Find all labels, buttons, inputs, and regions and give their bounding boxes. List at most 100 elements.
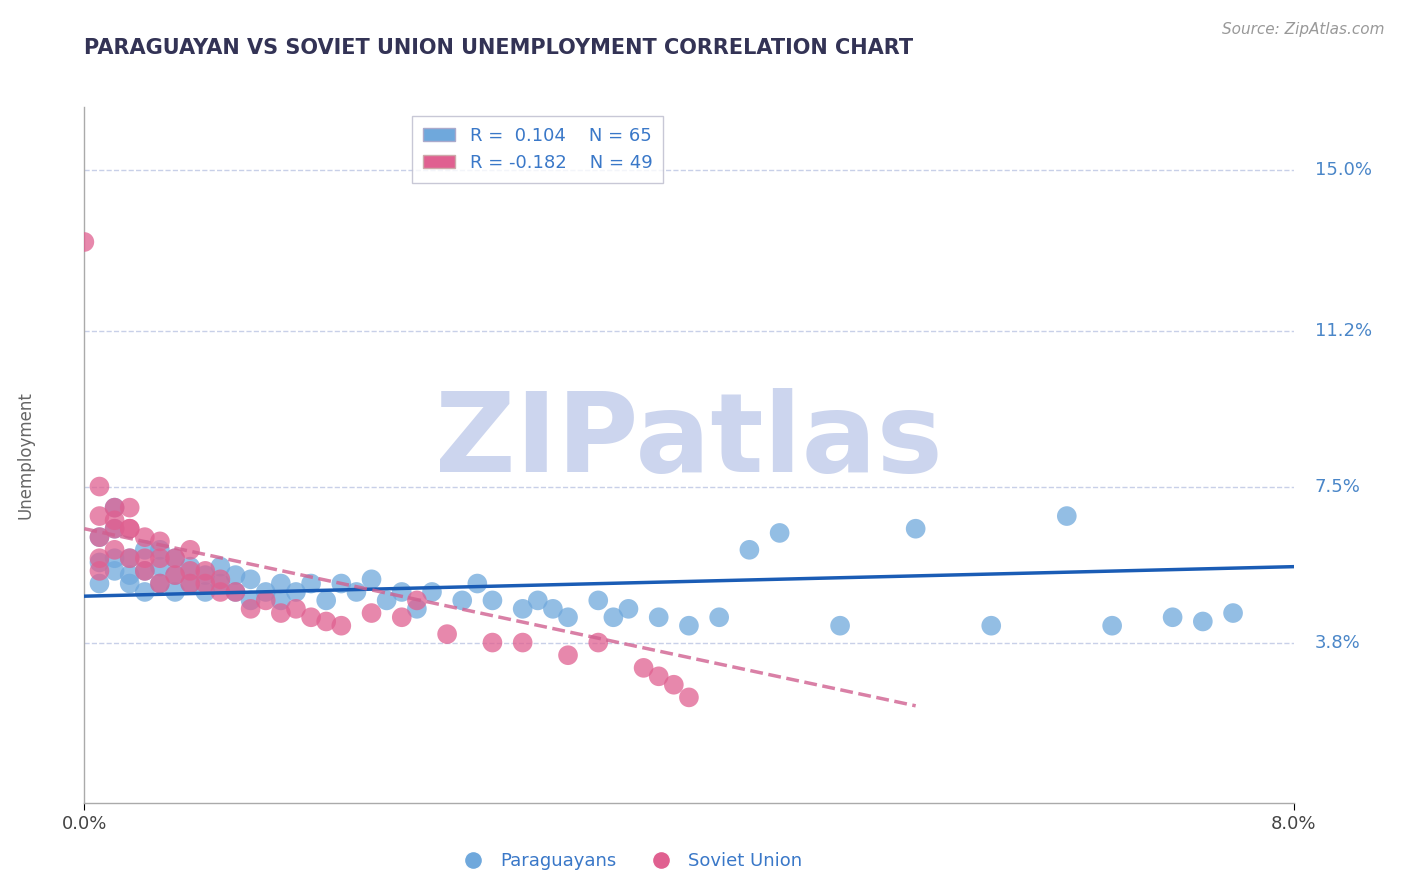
- Point: [179, 542, 201, 557]
- Point: [299, 610, 322, 624]
- Point: [225, 585, 247, 599]
- Point: [1192, 615, 1215, 629]
- Point: [557, 648, 579, 663]
- Point: [647, 669, 671, 683]
- Point: [602, 610, 624, 624]
- Point: [1222, 606, 1244, 620]
- Point: [89, 479, 111, 493]
- Point: [1101, 618, 1123, 632]
- Point: [239, 593, 262, 607]
- Point: [633, 661, 655, 675]
- Point: [89, 509, 111, 524]
- Point: [194, 564, 217, 578]
- Point: [346, 585, 368, 599]
- Point: [73, 235, 96, 249]
- Point: [89, 530, 111, 544]
- Text: PARAGUAYAN VS SOVIET UNION UNEMPLOYMENT CORRELATION CHART: PARAGUAYAN VS SOVIET UNION UNEMPLOYMENT …: [84, 38, 914, 58]
- Point: [527, 593, 550, 607]
- Point: [194, 568, 217, 582]
- Point: [118, 522, 141, 536]
- Point: [134, 564, 156, 578]
- Point: [904, 522, 927, 536]
- Point: [118, 551, 141, 566]
- Point: [118, 568, 141, 582]
- Point: [391, 610, 413, 624]
- Text: 11.2%: 11.2%: [1315, 321, 1372, 340]
- Point: [254, 593, 277, 607]
- Point: [134, 564, 156, 578]
- Point: [134, 542, 156, 557]
- Point: [980, 618, 1002, 632]
- Point: [678, 690, 700, 705]
- Point: [194, 585, 217, 599]
- Point: [165, 568, 187, 582]
- Point: [436, 627, 458, 641]
- Point: [1161, 610, 1184, 624]
- Point: [315, 615, 337, 629]
- Text: Source: ZipAtlas.com: Source: ZipAtlas.com: [1222, 22, 1385, 37]
- Point: [209, 585, 232, 599]
- Point: [89, 551, 111, 566]
- Point: [1056, 509, 1078, 524]
- Point: [360, 572, 382, 586]
- Point: [647, 610, 671, 624]
- Text: Unemployment: Unemployment: [17, 391, 34, 519]
- Point: [118, 500, 141, 515]
- Point: [330, 576, 353, 591]
- Point: [588, 635, 610, 649]
- Point: [284, 602, 308, 616]
- Point: [118, 522, 141, 536]
- Point: [617, 602, 640, 616]
- Point: [149, 559, 172, 574]
- Point: [481, 635, 503, 649]
- Point: [104, 500, 127, 515]
- Point: [149, 551, 172, 566]
- Text: 3.8%: 3.8%: [1315, 633, 1361, 651]
- Point: [391, 585, 413, 599]
- Point: [104, 500, 127, 515]
- Point: [209, 559, 232, 574]
- Point: [709, 610, 731, 624]
- Point: [104, 551, 127, 566]
- Point: [360, 606, 382, 620]
- Point: [104, 513, 127, 527]
- Point: [451, 593, 474, 607]
- Point: [330, 618, 353, 632]
- Point: [165, 551, 187, 566]
- Point: [134, 530, 156, 544]
- Point: [165, 568, 187, 582]
- Point: [588, 593, 610, 607]
- Point: [104, 522, 127, 536]
- Point: [467, 576, 489, 591]
- Point: [104, 564, 127, 578]
- Point: [239, 602, 262, 616]
- Point: [179, 576, 201, 591]
- Point: [104, 522, 127, 536]
- Point: [512, 635, 534, 649]
- Point: [406, 602, 429, 616]
- Point: [194, 576, 217, 591]
- Point: [134, 585, 156, 599]
- Point: [678, 618, 700, 632]
- Point: [225, 568, 247, 582]
- Point: [557, 610, 579, 624]
- Point: [315, 593, 337, 607]
- Point: [406, 593, 429, 607]
- Point: [270, 576, 292, 591]
- Point: [89, 530, 111, 544]
- Point: [375, 593, 398, 607]
- Point: [149, 576, 172, 591]
- Text: 7.5%: 7.5%: [1315, 477, 1361, 496]
- Point: [662, 678, 685, 692]
- Point: [738, 542, 761, 557]
- Point: [134, 551, 156, 566]
- Point: [481, 593, 503, 607]
- Point: [179, 576, 201, 591]
- Point: [89, 564, 111, 578]
- Point: [541, 602, 564, 616]
- Point: [284, 585, 308, 599]
- Point: [209, 576, 232, 591]
- Point: [830, 618, 852, 632]
- Legend: Paraguayans, Soviet Union: Paraguayans, Soviet Union: [447, 845, 810, 877]
- Point: [179, 559, 201, 574]
